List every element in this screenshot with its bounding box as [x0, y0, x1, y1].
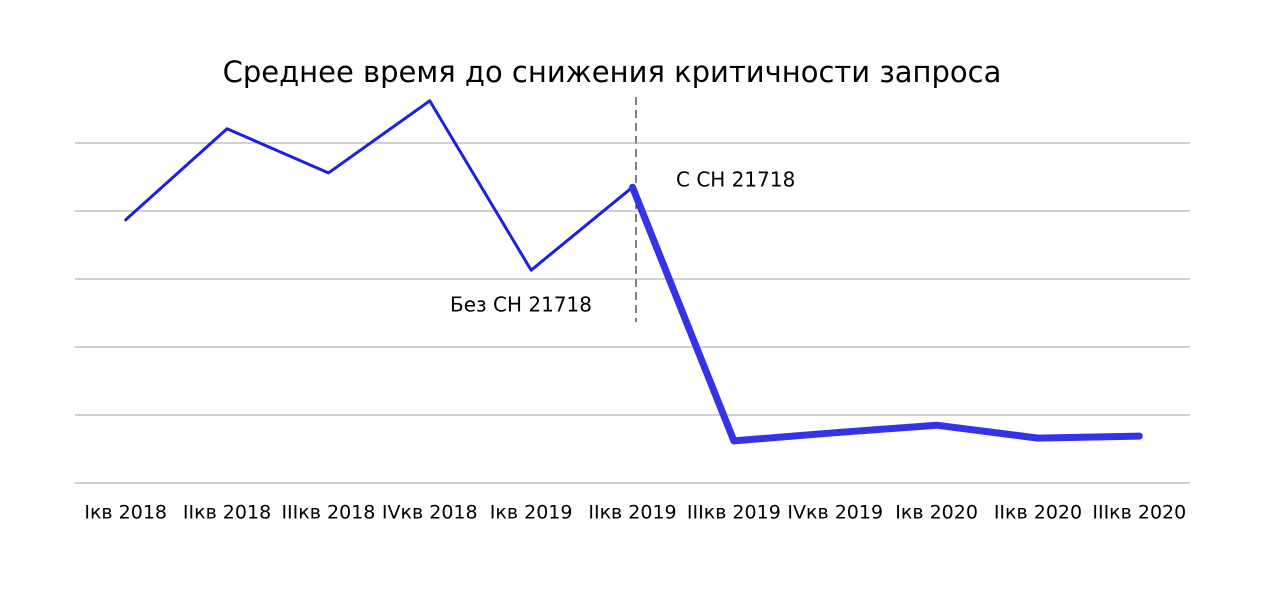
series-label: Без СН 21718 [450, 293, 592, 317]
x-tick-label: IIIкв 2018 [281, 502, 375, 524]
series-label: С СН 21718 [676, 168, 795, 192]
x-tick-label: IIIкв 2020 [1092, 502, 1186, 524]
x-tick-label: IVкв 2018 [382, 502, 478, 524]
x-tick-label: Iкв 2018 [84, 502, 167, 524]
x-tick-label: IIIкв 2019 [687, 502, 781, 524]
x-tick-label: Iкв 2020 [895, 502, 978, 524]
x-tick-label: IIкв 2019 [588, 502, 676, 524]
line-series [124, 99, 634, 272]
x-tick-label: IVкв 2019 [787, 502, 883, 524]
chart-title: Среднее время до снижения критичности за… [223, 55, 1002, 89]
x-tick-label: IIкв 2018 [183, 502, 271, 524]
x-tick-label: Iкв 2019 [490, 502, 573, 524]
x-tick-label: IIкв 2020 [994, 502, 1082, 524]
line-series [629, 183, 1143, 445]
